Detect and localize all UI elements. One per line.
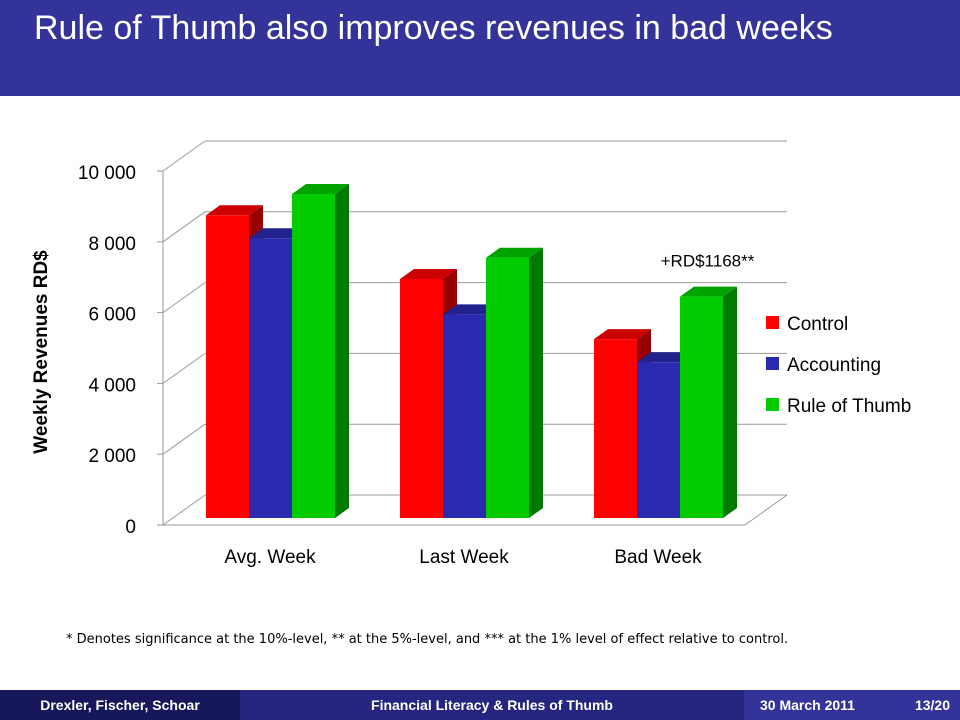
- bar-front: [206, 215, 249, 518]
- bar-top: [249, 228, 306, 239]
- bar-chart: 0 2 000 4 000 6 000 8 000 10 000 Weekly Revenu…: [31, 140, 911, 568]
- slide-footer: Drexler, Fischer, Schoar Financial Liter…: [0, 690, 960, 720]
- chart-legend: Control Accounting Rule of Thumb: [766, 314, 911, 417]
- legend-label: Rule of Thumb: [787, 396, 911, 417]
- footer-date: 30 March 2011: [760, 697, 855, 713]
- footer-page-number: 13/20: [914, 697, 950, 713]
- footer-authors: Drexler, Fischer, Schoar: [0, 690, 240, 720]
- grid-depth-line: [162, 140, 206, 172]
- y-tick-label: 2 000: [88, 446, 136, 467]
- legend-label: Accounting: [787, 355, 881, 376]
- grid-depth-line: [162, 423, 206, 455]
- bar-top: [680, 286, 737, 297]
- bar-top: [594, 329, 651, 340]
- bar: [680, 286, 737, 518]
- y-tick-label: 4 000: [88, 375, 136, 396]
- bar-front: [400, 278, 443, 518]
- legend-swatch: [766, 316, 779, 329]
- chart-bars: [206, 184, 737, 519]
- y-tick-label: 0: [125, 517, 136, 538]
- floor-right-edge: [744, 494, 788, 526]
- y-tick-label: 6 000: [88, 305, 136, 326]
- x-tick-label: Avg. Week: [224, 547, 316, 568]
- grid-depth-line: [162, 494, 206, 526]
- chart-axes: 0 2 000 4 000 6 000 8 000 10 000 Weekly Revenu…: [31, 163, 164, 538]
- bar-top: [486, 247, 543, 258]
- legend-swatch: [766, 357, 779, 370]
- bar-front: [443, 314, 486, 518]
- significance-annotation: +RD$1168**: [661, 252, 755, 271]
- y-axis-title: Weekly Revenues RD$: [31, 250, 52, 454]
- bar-front: [292, 194, 335, 518]
- y-tick-label: 10 000: [78, 163, 136, 184]
- bar-front: [680, 296, 723, 518]
- bar: [486, 247, 543, 519]
- footer-meta: 30 March 2011 13/20: [744, 690, 960, 720]
- chart-labels: Avg. Week Last Week Bad Week +RD$1168**: [224, 252, 754, 568]
- legend-swatch: [766, 398, 779, 411]
- bar-top: [400, 268, 457, 279]
- bar-front: [249, 238, 292, 518]
- bar-front: [594, 339, 637, 518]
- title-bar: Rule of Thumb also improves revenues in …: [0, 0, 960, 96]
- bar-side: [529, 247, 543, 519]
- bar: [292, 184, 349, 518]
- legend-label: Control: [787, 314, 848, 335]
- x-tick-label: Last Week: [419, 547, 509, 568]
- bar-side: [723, 286, 737, 518]
- grid-depth-line: [162, 352, 206, 384]
- footer-talk-title: Financial Literacy & Rules of Thumb: [240, 690, 744, 720]
- footer-talk-title-text: Financial Literacy & Rules of Thumb: [371, 697, 613, 713]
- grid-depth-line: [162, 211, 206, 243]
- slide-title: Rule of Thumb also improves revenues in …: [34, 9, 833, 47]
- bar-front: [637, 362, 680, 518]
- x-tick-label: Bad Week: [614, 547, 702, 568]
- y-tick-label: 8 000: [88, 234, 136, 255]
- grid-depth-line: [162, 282, 206, 314]
- bar-top: [292, 184, 349, 195]
- significance-footnote: * Denotes significance at the 10%-level,…: [66, 632, 789, 647]
- bar-top: [637, 352, 694, 363]
- bar-top: [206, 205, 263, 216]
- bar-side: [335, 184, 349, 518]
- bar-front: [486, 257, 529, 518]
- bar-top: [443, 304, 500, 315]
- footer-authors-text: Drexler, Fischer, Schoar: [40, 697, 200, 713]
